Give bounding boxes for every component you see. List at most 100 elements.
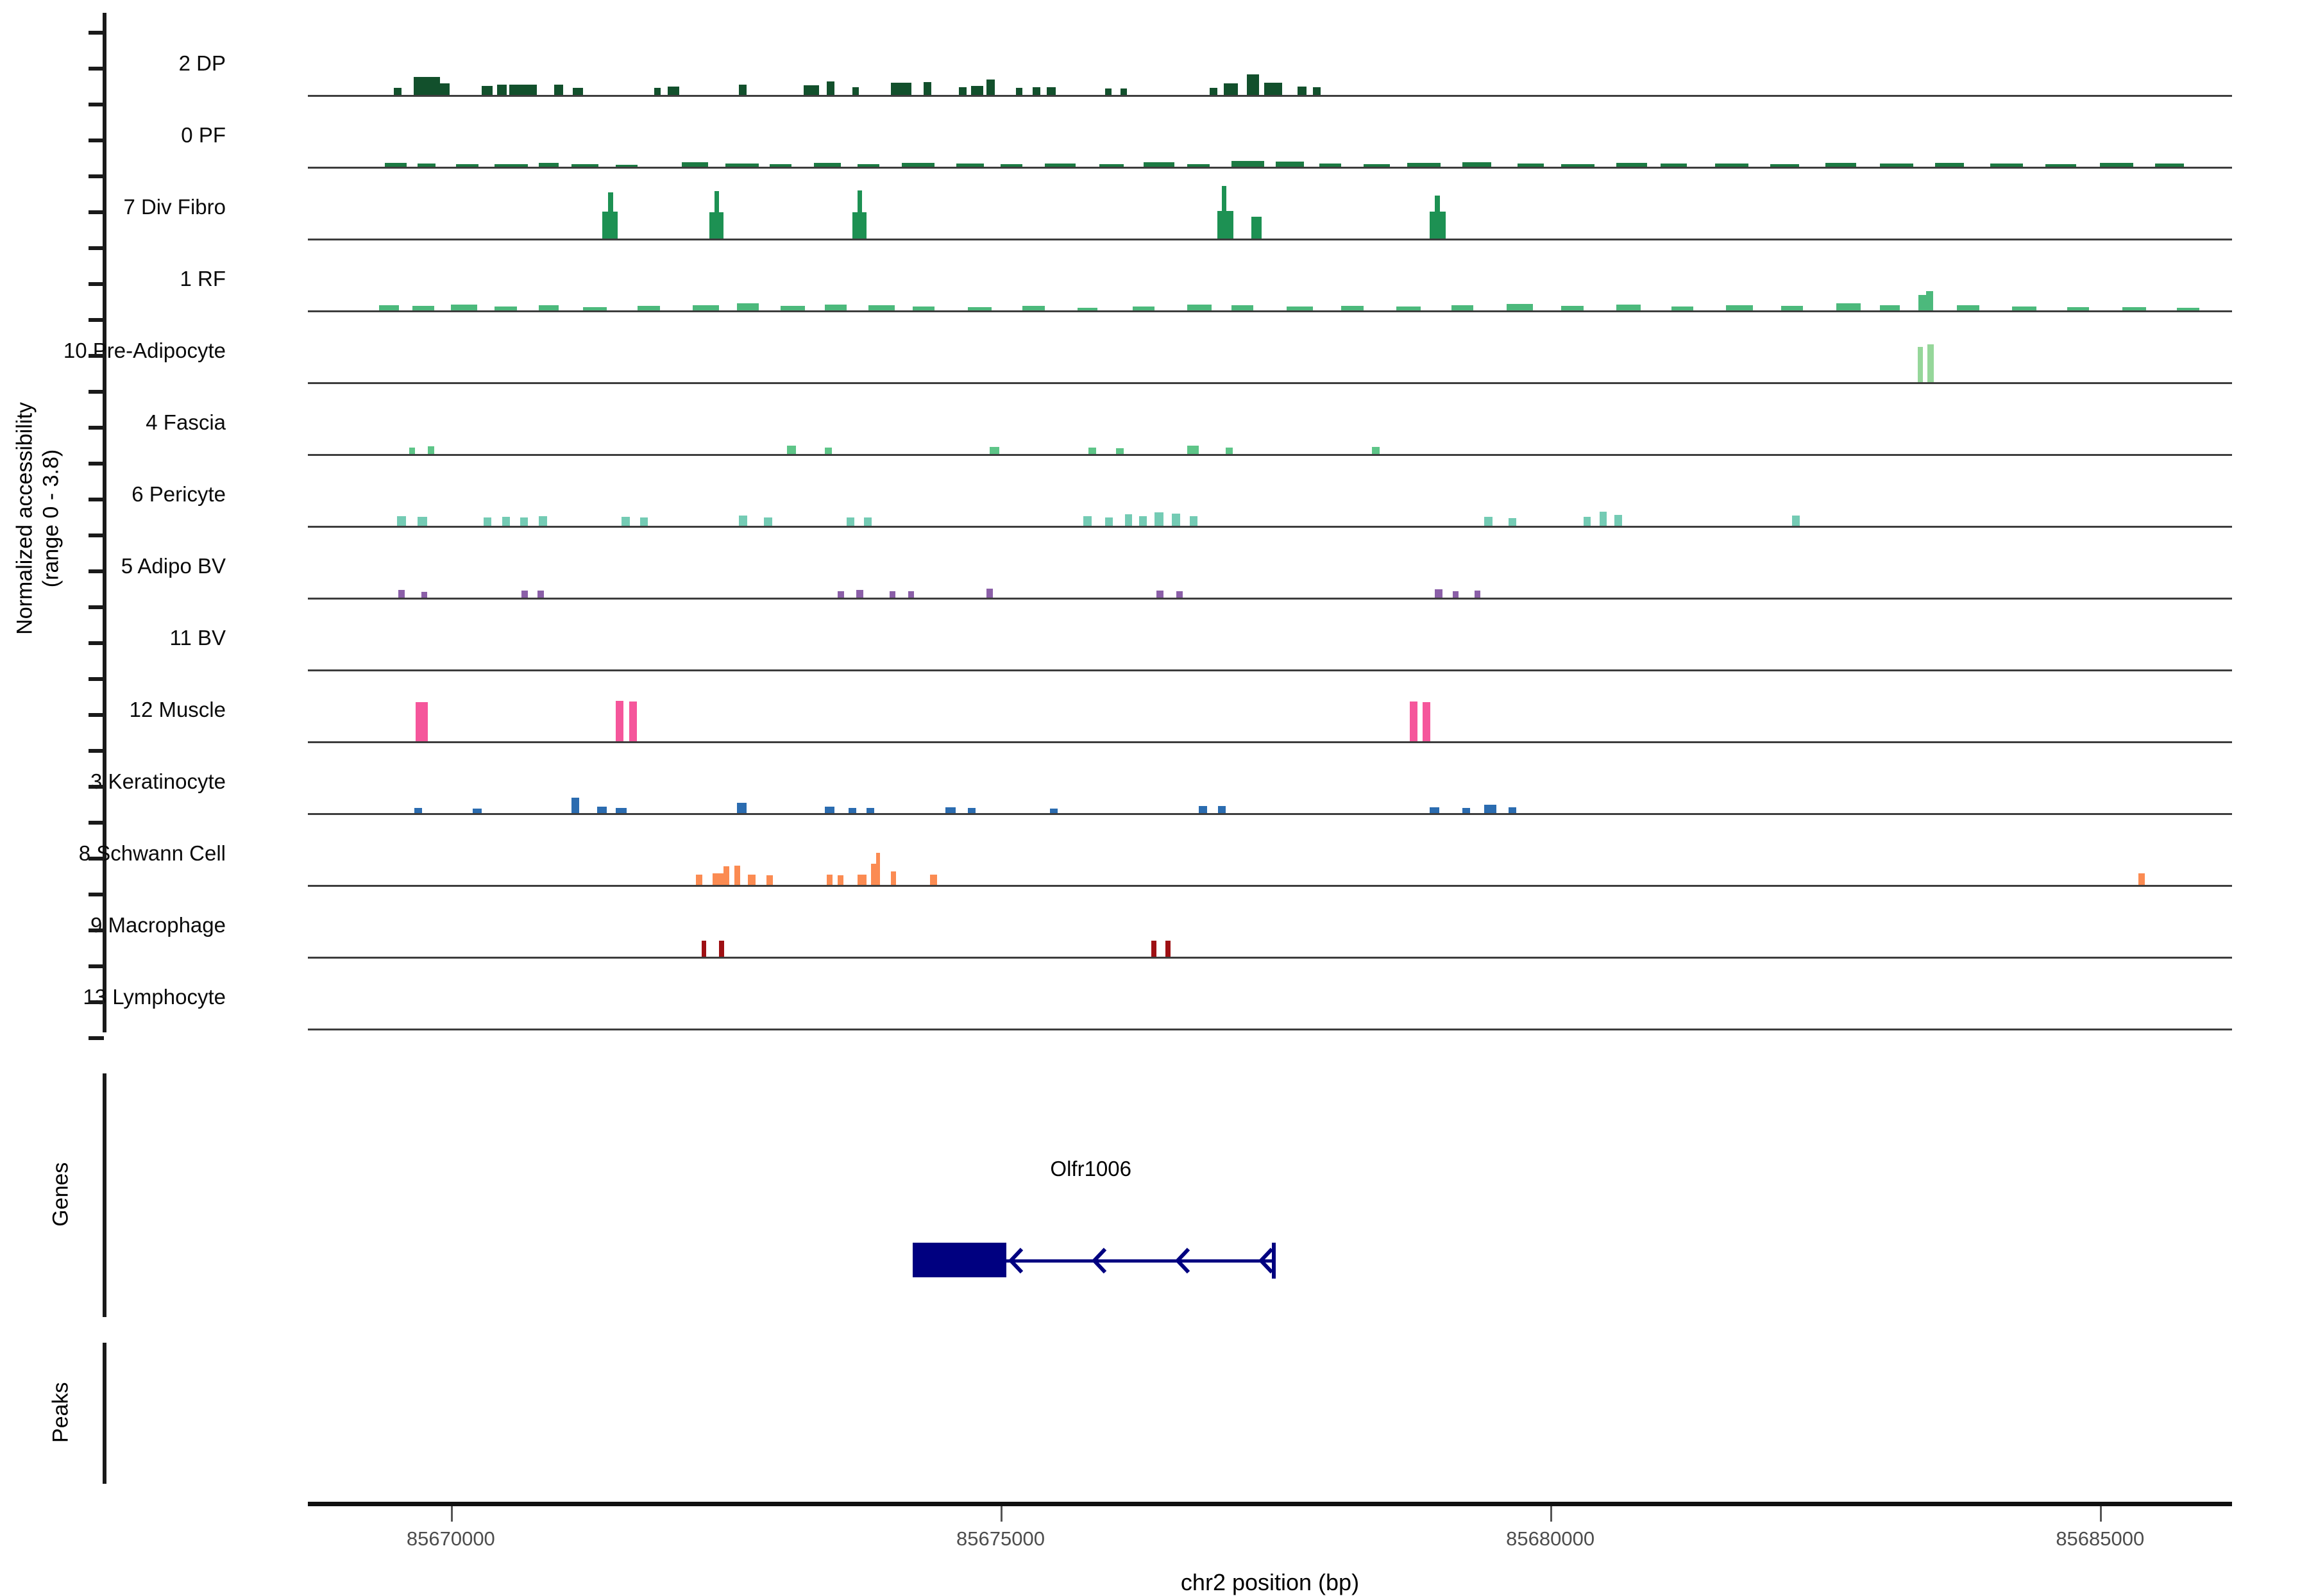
signal-track[interactable]: 10 Pre-Adipocyte	[63, 318, 2232, 384]
gene-label[interactable]: Olfr1006	[1050, 1157, 1131, 1180]
signal-track[interactable]: 7 Div Fibro	[123, 174, 2232, 240]
signal-peak	[967, 808, 976, 813]
axis-tick	[89, 641, 104, 645]
track-baseline	[308, 382, 2232, 384]
signal-peak	[495, 164, 528, 167]
signal-track[interactable]: 4 Fascia	[146, 390, 2232, 456]
track-baseline	[308, 1029, 2232, 1030]
signal-track[interactable]: 5 Adipo BV	[121, 533, 2232, 600]
signal-peak	[866, 808, 874, 813]
signal-peak	[481, 85, 493, 95]
signal-peak	[986, 589, 993, 598]
signal-peak	[1139, 516, 1147, 526]
signal-track[interactable]: 8 Schwann Cell	[79, 821, 2232, 887]
signal-track[interactable]: 2 DP	[179, 31, 2232, 97]
signal-peak	[804, 85, 820, 95]
signal-peak	[2012, 306, 2036, 310]
signal-peak	[414, 808, 423, 813]
signal-peak	[1462, 162, 1491, 167]
track-baseline	[308, 669, 2232, 671]
genes-axis-spine	[103, 1073, 106, 1317]
axis-tick	[89, 210, 104, 214]
signal-peak	[1715, 163, 1748, 167]
signal-peak	[1372, 447, 1380, 454]
signal-peak	[1016, 88, 1023, 95]
signal-peak	[1614, 515, 1622, 526]
signal-peak	[608, 192, 613, 239]
signal-peak	[616, 164, 638, 167]
signal-peak	[1935, 162, 1964, 167]
track-signal	[308, 462, 2232, 526]
track-signal	[308, 390, 2232, 454]
signal-peak	[870, 864, 877, 885]
signal-peak	[412, 306, 435, 310]
track-signal	[308, 31, 2232, 95]
gene-intron-line	[1006, 1259, 1276, 1263]
axis-tick	[89, 857, 104, 861]
signal-peak	[787, 446, 797, 454]
signal-peak	[539, 516, 547, 526]
axis-tick	[89, 67, 104, 71]
signal-peak	[1231, 160, 1265, 167]
signal-peak	[473, 809, 482, 813]
signal-peak	[852, 87, 859, 95]
axis-tick	[89, 785, 104, 789]
signal-peak	[1435, 195, 1440, 239]
signal-peak	[890, 83, 912, 95]
signal-peak	[1616, 162, 1647, 167]
signal-peak	[396, 516, 406, 526]
axis-tick	[89, 174, 104, 178]
signal-peak	[739, 84, 747, 95]
signal-peak	[573, 87, 583, 95]
signal-peak	[970, 85, 983, 95]
x-axis-line	[308, 1502, 2232, 1506]
signal-peak	[537, 590, 544, 598]
track-baseline	[308, 598, 2232, 600]
signal-track[interactable]: 11 BV	[170, 605, 2232, 671]
signal-peak	[1218, 806, 1226, 813]
signal-track[interactable]: 0 PF	[181, 103, 2232, 169]
signal-peak	[1671, 307, 1693, 310]
signal-track[interactable]: 1 RF	[180, 246, 2232, 312]
signal-peak	[1187, 445, 1199, 454]
signal-track[interactable]: 13 Lymphocyte	[83, 964, 2232, 1030]
signal-track[interactable]: 6 Pericyte	[131, 462, 2232, 528]
signal-track[interactable]: 12 Muscle	[130, 677, 2232, 743]
signal-peak	[1120, 88, 1128, 95]
signal-peak	[1099, 164, 1124, 167]
track-signal	[308, 893, 2232, 957]
signal-peak	[621, 517, 630, 526]
track-signal	[308, 749, 2232, 813]
signal-peak	[1836, 303, 1861, 310]
signal-peak	[849, 807, 857, 813]
signal-peak	[1509, 517, 1516, 526]
signal-peak	[1926, 290, 1933, 310]
signal-peak	[509, 85, 537, 95]
signal-peak	[1451, 305, 1474, 310]
signal-peak	[1506, 304, 1533, 310]
axis-tick	[89, 569, 104, 573]
signal-peak	[1132, 307, 1154, 310]
axis-tick	[89, 713, 104, 717]
x-axis-tick	[2100, 1506, 2102, 1522]
signal-peak	[418, 516, 427, 526]
signal-peak	[1792, 515, 1800, 526]
signal-peak	[930, 874, 937, 885]
peaks-axis-title: Peaks	[48, 1382, 73, 1443]
track-label-9-macrophage: 9 Macrophage	[90, 913, 226, 937]
signal-peak	[385, 163, 407, 167]
track-baseline	[308, 813, 2232, 815]
x-axis-tick-label: 85670000	[406, 1527, 495, 1550]
track-signal	[308, 318, 2232, 382]
signal-track[interactable]: 9 Macrophage	[90, 893, 2232, 959]
signal-peak	[496, 84, 507, 95]
signal-peak	[1172, 514, 1181, 526]
track-signal	[308, 533, 2232, 598]
signal-peak	[1660, 164, 1687, 167]
signal-track[interactable]: 3 Keratinocyte	[90, 749, 2232, 815]
signal-peak	[1726, 305, 1753, 310]
signal-peak	[2177, 307, 2199, 310]
signal-peak	[1484, 805, 1497, 813]
signal-peak	[418, 164, 436, 167]
signal-peak	[1078, 307, 1097, 310]
